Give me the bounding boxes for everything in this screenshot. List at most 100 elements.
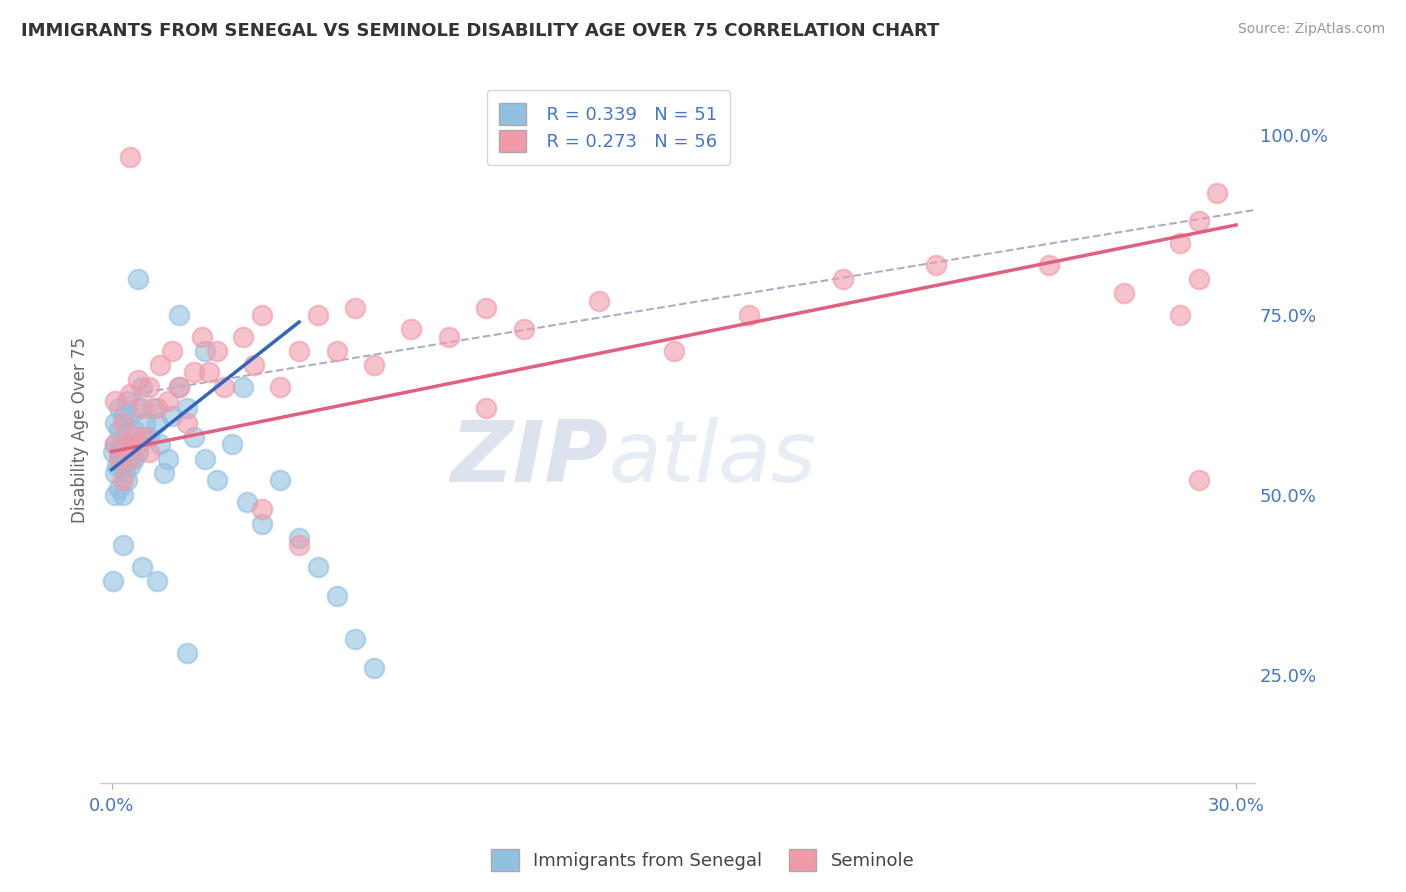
Point <box>134 430 156 444</box>
Point <box>269 380 291 394</box>
Point <box>104 467 127 481</box>
Point <box>344 632 367 646</box>
Point <box>115 394 138 409</box>
Point <box>307 308 329 322</box>
Point <box>122 451 145 466</box>
Point <box>145 401 167 416</box>
Point <box>108 401 131 416</box>
Point <box>1188 474 1211 488</box>
Point <box>115 451 138 466</box>
Point <box>138 380 160 394</box>
Point <box>176 646 198 660</box>
Point <box>153 467 176 481</box>
Point <box>145 574 167 589</box>
Point <box>1168 308 1191 322</box>
Point <box>288 531 311 545</box>
Point <box>127 401 149 416</box>
Point <box>232 329 254 343</box>
Point <box>111 474 134 488</box>
Point <box>1188 272 1211 286</box>
Point <box>138 430 160 444</box>
Point <box>738 308 761 322</box>
Point <box>288 343 311 358</box>
Point <box>115 423 138 437</box>
Point <box>513 322 536 336</box>
Point <box>134 416 156 430</box>
Point <box>250 308 273 322</box>
Point <box>325 589 347 603</box>
Point <box>156 451 179 466</box>
Point <box>131 380 153 394</box>
Point <box>120 150 142 164</box>
Point <box>104 394 127 409</box>
Point <box>145 416 167 430</box>
Point <box>176 416 198 430</box>
Point <box>243 359 266 373</box>
Point <box>269 474 291 488</box>
Point <box>588 293 610 308</box>
Point <box>111 458 134 473</box>
Point <box>131 401 153 416</box>
Legend: Immigrants from Senegal, Seminole: Immigrants from Senegal, Seminole <box>484 842 922 879</box>
Point <box>131 559 153 574</box>
Point <box>160 409 183 423</box>
Point <box>111 416 134 430</box>
Point <box>149 359 172 373</box>
Point <box>1038 258 1060 272</box>
Point <box>325 343 347 358</box>
Point <box>831 272 853 286</box>
Point <box>1112 286 1135 301</box>
Point <box>120 409 142 423</box>
Point <box>127 444 149 458</box>
Point <box>108 423 131 437</box>
Point <box>120 387 142 401</box>
Point <box>167 308 190 322</box>
Point <box>344 301 367 315</box>
Point <box>111 488 134 502</box>
Point <box>108 451 131 466</box>
Point <box>198 366 221 380</box>
Point <box>167 380 190 394</box>
Y-axis label: Disability Age Over 75: Disability Age Over 75 <box>72 337 89 523</box>
Point <box>115 437 138 451</box>
Point <box>288 538 311 552</box>
Point <box>149 437 172 451</box>
Point <box>111 437 134 451</box>
Point <box>105 458 128 473</box>
Point <box>115 474 138 488</box>
Point <box>142 401 165 416</box>
Point <box>1168 235 1191 250</box>
Point <box>103 574 125 589</box>
Legend:   R = 0.339   N = 51,   R = 0.273   N = 56: R = 0.339 N = 51, R = 0.273 N = 56 <box>486 90 730 165</box>
Point <box>205 474 228 488</box>
Point <box>363 660 385 674</box>
Text: Source: ZipAtlas.com: Source: ZipAtlas.com <box>1237 22 1385 37</box>
Point <box>1188 214 1211 228</box>
Point <box>111 538 134 552</box>
Point <box>131 430 153 444</box>
Point <box>475 301 498 315</box>
Point <box>110 451 132 466</box>
Point <box>307 559 329 574</box>
Point <box>138 444 160 458</box>
Point <box>1206 186 1229 200</box>
Point <box>104 437 127 451</box>
Point <box>401 322 423 336</box>
Point <box>925 258 948 272</box>
Point <box>120 437 142 451</box>
Point <box>437 329 460 343</box>
Point <box>108 444 131 458</box>
Point <box>235 495 257 509</box>
Point <box>190 329 212 343</box>
Point <box>127 373 149 387</box>
Text: IMMIGRANTS FROM SENEGAL VS SEMINOLE DISABILITY AGE OVER 75 CORRELATION CHART: IMMIGRANTS FROM SENEGAL VS SEMINOLE DISA… <box>21 22 939 40</box>
Point <box>120 458 142 473</box>
Point <box>221 437 243 451</box>
Point <box>120 451 142 466</box>
Point <box>662 343 685 358</box>
Point <box>205 343 228 358</box>
Point <box>183 366 205 380</box>
Point <box>104 416 127 430</box>
Point <box>475 401 498 416</box>
Point <box>176 401 198 416</box>
